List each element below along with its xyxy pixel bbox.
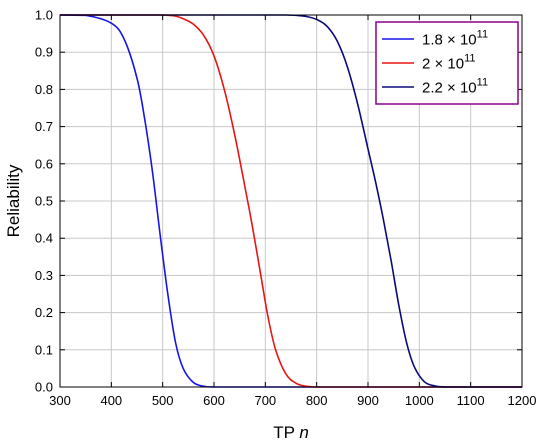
x-tick-label: 1200 <box>508 393 537 408</box>
y-tick-label: 0.7 <box>35 119 53 134</box>
x-tick-label: 600 <box>203 393 225 408</box>
legend-label-3: 2.2 × 1011 <box>422 77 488 97</box>
legend-label-1: 1.8 × 1011 <box>422 29 488 49</box>
y-tick-label: 0.4 <box>35 231 53 246</box>
y-tick-label: 0.8 <box>35 82 53 97</box>
x-axis-label: TP n <box>273 423 309 442</box>
y-tick-label: 0.5 <box>35 194 53 209</box>
y-tick-label: 0.9 <box>35 45 53 60</box>
y-tick-label: 0.2 <box>35 305 53 320</box>
x-tick-label: 1000 <box>405 393 434 408</box>
x-tick-label: 300 <box>49 393 71 408</box>
x-tick-label: 500 <box>152 393 174 408</box>
legend-label-exponent: 11 <box>477 77 488 89</box>
legend-label-exponent: 11 <box>464 53 475 65</box>
y-tick-label: 0.0 <box>35 380 53 395</box>
legend-label-exponent: 11 <box>477 29 488 41</box>
x-tick-label: 1100 <box>457 393 485 408</box>
x-axis-label-variable: n <box>299 423 308 442</box>
x-tick-label: 800 <box>306 393 328 408</box>
y-tick-label: 0.1 <box>35 342 53 357</box>
y-tick-label: 0.3 <box>35 268 53 283</box>
y-tick-label: 0.6 <box>35 156 53 171</box>
x-tick-label: 400 <box>100 393 122 408</box>
y-tick-label: 1.0 <box>35 8 53 23</box>
axis-ticks: 300 400 500 600 700 800 900 1000 1100 1200 0.0 0.1 0… <box>35 8 537 409</box>
x-tick-label: 700 <box>254 393 276 408</box>
legend-label-base: 2 × 10 <box>422 56 464 73</box>
legend-label-2: 2 × 1011 <box>422 53 476 73</box>
x-tick-label: 900 <box>357 393 379 408</box>
legend-label-base: 2.2 × 10 <box>422 80 477 97</box>
legend-label-base: 1.8 × 10 <box>422 32 477 49</box>
y-axis-label: Reliability <box>4 164 23 237</box>
x-axis-label-main: TP <box>273 423 299 442</box>
